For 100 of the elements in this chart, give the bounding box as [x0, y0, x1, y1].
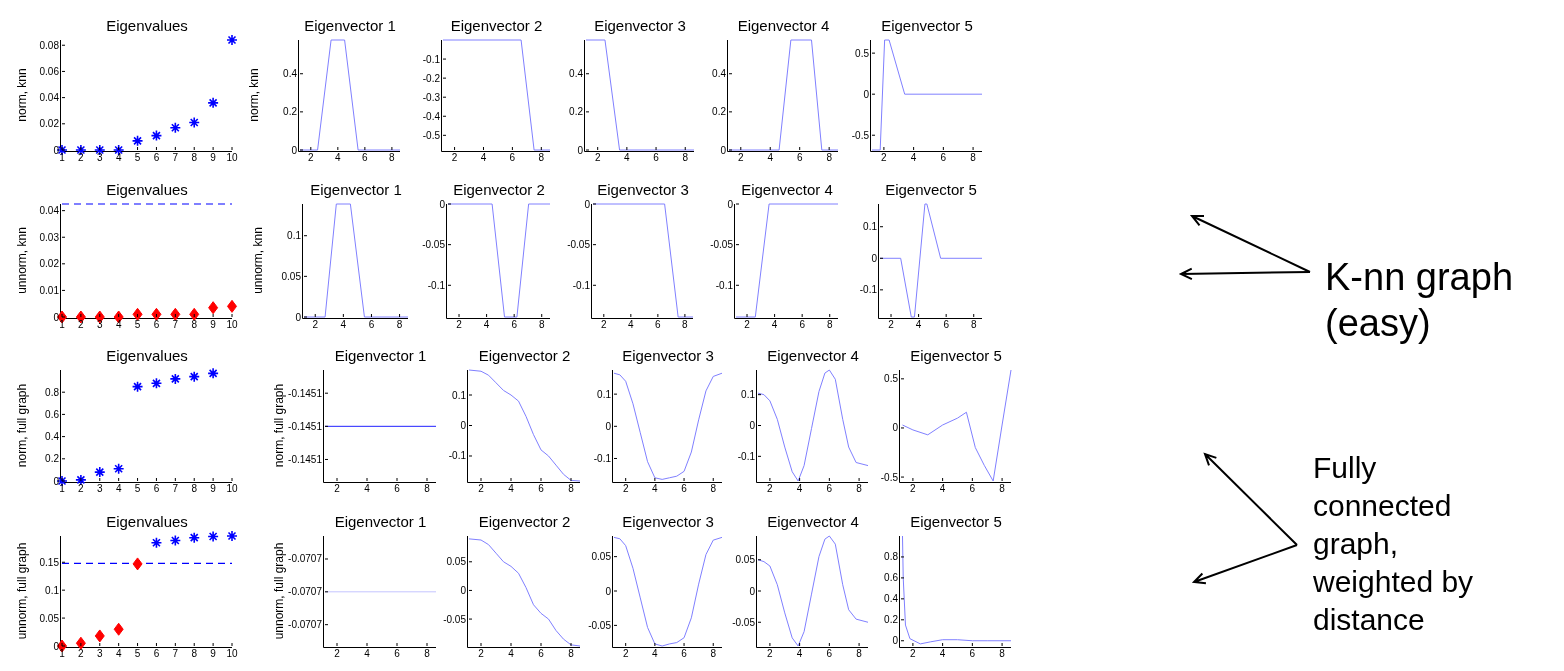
y-tick-label: 0 [460, 420, 467, 431]
chart-title: Eigenvalues [106, 513, 188, 530]
y-tick-label: 0.1 [287, 230, 302, 242]
y-tick-label: 0.2 [884, 614, 899, 626]
y-tick-label: -0.1 [448, 450, 467, 462]
x-tick-label: 6 [153, 319, 160, 330]
x-tick-label: 4 [340, 319, 347, 330]
y-tick-label: 0.8 [884, 551, 899, 563]
x-tick-label: 10 [226, 319, 238, 330]
x-tick-label: 8 [568, 483, 575, 494]
y-tick-label: 0.5 [884, 373, 899, 385]
x-tick-label: 4 [910, 152, 917, 163]
x-tick-label: 8 [568, 648, 575, 659]
chart-title: Eigenvector 2 [453, 181, 545, 198]
x-tick-label: 2 [767, 483, 774, 494]
x-tick-label: 8 [191, 319, 198, 330]
x-tick-label: 4 [335, 152, 342, 163]
x-tick-label: 4 [915, 319, 922, 330]
x-tick-label: 6 [362, 152, 369, 163]
x-tick-label: 6 [153, 152, 160, 163]
y-tick-label: 0.03 [39, 231, 60, 243]
x-tick-label: 2 [456, 319, 463, 330]
y-tick-label: 0.02 [39, 258, 60, 270]
x-tick-label: 10 [226, 152, 238, 163]
x-tick-label: 6 [826, 483, 833, 494]
chart-title: Eigenvector 3 [594, 17, 686, 34]
x-tick-label: 6 [796, 152, 803, 163]
x-tick-label: 4 [115, 319, 122, 330]
x-tick-label: 6 [969, 483, 976, 494]
x-tick-label: 2 [78, 483, 85, 494]
y-tick-label: 0.4 [569, 68, 584, 80]
x-tick-label: 1 [59, 648, 66, 659]
x-tick-label: 8 [999, 648, 1006, 659]
x-tick-label: 6 [799, 319, 806, 330]
y-tick-label: -0.05 [710, 239, 734, 251]
x-tick-label: 2 [594, 152, 601, 163]
y-tick-label: 0.05 [281, 270, 302, 282]
x-tick-label: 7 [172, 152, 179, 163]
x-tick-label: 4 [480, 152, 487, 163]
y-tick-label: 0.1 [863, 221, 878, 233]
chart-title: Eigenvalues [106, 347, 188, 364]
y-tick-label: 0 [749, 585, 756, 597]
chart-title: Eigenvector 1 [334, 347, 427, 364]
y-tick-label: 0.04 [39, 92, 60, 104]
chart-title: Eigenvector 1 [310, 181, 402, 198]
x-tick-label: 3 [97, 483, 103, 494]
x-tick-label: 9 [210, 483, 217, 494]
chart-title: Eigenvector 5 [910, 347, 1002, 364]
y-tick-label: -0.1 [572, 279, 591, 291]
x-tick-label: 2 [334, 648, 341, 659]
y-tick-label: -0.1 [422, 53, 441, 65]
y-tick-label: 0.05 [39, 612, 60, 624]
x-tick-label: 8 [682, 152, 689, 163]
y-tick-label: -0.0707 [288, 619, 323, 631]
x-tick-label: 5 [134, 152, 141, 163]
y-tick-label: 0.05 [591, 551, 612, 563]
x-tick-label: 2 [622, 648, 629, 659]
x-tick-label: 6 [943, 319, 950, 330]
y-tick-label: 0.1 [597, 388, 612, 400]
y-tick-label: -0.3 [422, 91, 441, 103]
x-tick-label: 7 [172, 483, 179, 494]
y-axis-title: norm, knn [15, 68, 29, 122]
chart-title: Eigenvector 4 [741, 181, 833, 198]
y-tick-label: 0.2 [283, 106, 298, 118]
y-tick-label: 0 [605, 420, 612, 432]
x-tick-label: 8 [538, 152, 545, 163]
y-tick-label: -0.1 [427, 279, 446, 291]
x-tick-label: 4 [796, 483, 803, 494]
x-tick-label: 8 [826, 319, 833, 330]
y-tick-label: 0.4 [712, 68, 727, 80]
y-tick-label: 0.2 [569, 106, 584, 118]
chart-title: Eigenvalues [106, 181, 188, 198]
y-tick-label: 0.6 [45, 408, 60, 420]
chart-title: Eigenvector 2 [478, 347, 571, 364]
x-tick-label: 2 [767, 648, 774, 659]
x-tick-label: 5 [134, 319, 141, 330]
y-tick-label: 0.1 [741, 389, 756, 401]
y-tick-label: -0.05 [443, 613, 467, 625]
x-tick-label: 6 [655, 319, 662, 330]
x-tick-label: 6 [969, 648, 976, 659]
y-tick-label: 0.6 [884, 572, 899, 584]
x-tick-label: 6 [538, 648, 545, 659]
x-tick-label: 8 [191, 152, 198, 163]
x-tick-label: 6 [538, 483, 545, 494]
x-tick-label: 6 [681, 483, 688, 494]
x-tick-label: 2 [888, 319, 895, 330]
y-axis-title: norm, full graph [15, 383, 29, 468]
y-tick-label: 0 [460, 584, 467, 596]
y-tick-label: 0 [291, 144, 298, 156]
chart-title: Eigenvector 1 [334, 513, 427, 530]
x-tick-label: 4 [652, 483, 659, 494]
chart-title: Eigenvector 5 [910, 513, 1002, 530]
y-tick-label: 0.15 [39, 556, 60, 568]
y-tick-label: 0.2 [45, 453, 60, 465]
x-tick-label: 8 [710, 483, 717, 494]
y-tick-label: -0.1 [737, 450, 756, 462]
x-tick-label: 4 [796, 648, 803, 659]
x-tick-label: 6 [940, 152, 947, 163]
text: K-nn graph (easy) [1325, 256, 1514, 344]
y-axis-title: unnorm, knn [251, 227, 265, 294]
